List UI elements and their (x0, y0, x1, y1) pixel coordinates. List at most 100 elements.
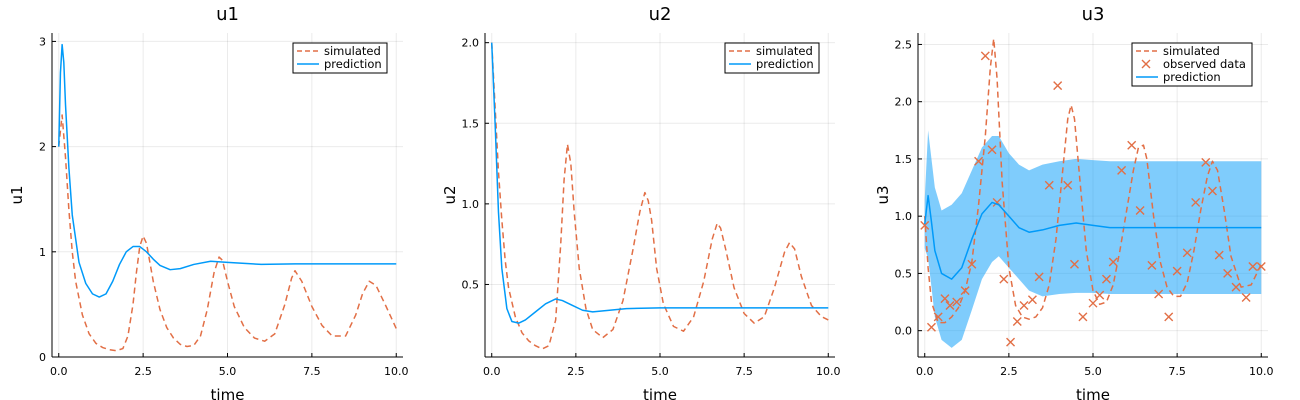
y-tick-label: 1 (39, 246, 46, 259)
observed-data-point (1053, 81, 1063, 91)
y-tick-label: 2.5 (895, 38, 913, 51)
y-tick-label: 0.5 (895, 267, 913, 280)
observed-data-point (960, 286, 970, 296)
y-tick-label: 1.5 (895, 153, 913, 166)
observed-data-point (1127, 140, 1137, 150)
x-axis-label: time (643, 386, 677, 400)
plot-title: u3 (1082, 4, 1105, 25)
x-tick-label: 5.0 (651, 365, 669, 378)
observed-data-point (1012, 317, 1022, 327)
y-tick-label: 0.0 (895, 325, 913, 338)
observed-data-point (1241, 292, 1251, 302)
observed-data-point (926, 322, 936, 332)
observed-data-point (1078, 312, 1088, 322)
observed-data-point (1164, 312, 1174, 322)
observed-data-point (967, 259, 977, 269)
prediction-series-line (923, 194, 1262, 280)
y-tick-label: 3 (39, 35, 46, 48)
observed-data-point (1063, 180, 1073, 190)
observed-data-point (1034, 272, 1044, 282)
observed-data-point (1207, 186, 1217, 196)
y-tick-label: 2 (39, 141, 46, 154)
y-tick-label: 1.0 (895, 210, 913, 223)
observed-data-point (1231, 282, 1241, 292)
observed-data-point (1108, 257, 1118, 267)
legend-box (724, 42, 820, 74)
observed-data-point (1201, 157, 1211, 167)
x-axis-label: time (211, 386, 245, 400)
plot-title: u2 (649, 4, 672, 25)
x-tick-label: 10.0 (384, 365, 409, 378)
observed-data-point (1172, 266, 1182, 276)
observed-data-point (1117, 165, 1127, 175)
x-tick-label: 5.0 (219, 365, 237, 378)
observed-data-point (920, 220, 930, 230)
plot-area (58, 43, 397, 352)
legend-label: simulated (324, 44, 381, 58)
observed-data-point (1154, 289, 1164, 299)
simulated-series-line (923, 37, 1262, 324)
y-tick-label: 1.0 (462, 198, 480, 211)
x-tick-label: 2.5 (1000, 365, 1018, 378)
observed-data-point (1019, 300, 1029, 310)
x-tick-label: 7.5 (735, 365, 753, 378)
y-axis-label: u3 (874, 185, 892, 204)
simulated-series-line (490, 42, 829, 350)
observed-data-point (1101, 274, 1111, 284)
observed-data-point (933, 312, 943, 322)
observed-data-point (1191, 197, 1201, 207)
observed-data-point (1256, 262, 1266, 272)
plot-area (920, 37, 1266, 348)
x-tick-label: 0.0 (916, 365, 934, 378)
y-tick-label: 1.5 (462, 117, 480, 130)
legend-label: simulated (756, 44, 813, 58)
observed-data-point (999, 274, 1009, 284)
simulated-series-line (58, 114, 397, 352)
observed-data-point (940, 294, 950, 304)
observed-data-point (1135, 205, 1145, 215)
prediction-series-line (58, 43, 397, 298)
observed-data-point (974, 156, 984, 166)
legend-box (292, 42, 388, 74)
x-tick-label: 0.0 (483, 365, 501, 378)
x-tick-label: 2.5 (567, 365, 585, 378)
y-axis-label: u1 (8, 185, 26, 204)
observed-data-point (1248, 262, 1258, 272)
x-tick-label: 5.0 (1084, 365, 1102, 378)
observed-data-point (1182, 248, 1192, 258)
legend-marker-observed (1141, 59, 1151, 69)
prediction-confidence-band (924, 130, 1262, 348)
legend-label: prediction (1163, 70, 1221, 84)
observed-data-point (1044, 180, 1054, 190)
observed-data-point (1069, 259, 1079, 269)
y-tick-label: 2.0 (462, 37, 480, 50)
x-tick-label: 10.0 (1249, 365, 1274, 378)
legend-label: observed data (1163, 57, 1246, 71)
observed-data-point (1095, 290, 1105, 300)
legend-label: simulated (1163, 44, 1220, 58)
plot-area (490, 42, 829, 350)
x-tick-label: 7.5 (303, 365, 321, 378)
y-tick-label: 2.0 (895, 96, 913, 109)
observed-data-point (1147, 260, 1157, 270)
observed-data-point (1088, 298, 1098, 308)
y-tick-label: 0.5 (462, 278, 480, 291)
observed-data-point (987, 145, 997, 155)
plot-title: u1 (216, 4, 239, 25)
observed-data-point (945, 300, 955, 310)
observed-data-point (1027, 295, 1037, 305)
observed-data-point (1006, 337, 1016, 347)
observed-data-point (980, 51, 990, 61)
x-tick-label: 2.5 (134, 365, 152, 378)
y-tick-label: 0 (39, 351, 46, 364)
legend-box (1131, 42, 1253, 87)
observed-data-point (1223, 268, 1233, 278)
x-axis-label: time (1076, 386, 1110, 400)
prediction-series-line (490, 42, 829, 324)
x-tick-label: 0.0 (50, 365, 68, 378)
y-axis-label: u2 (441, 185, 459, 204)
